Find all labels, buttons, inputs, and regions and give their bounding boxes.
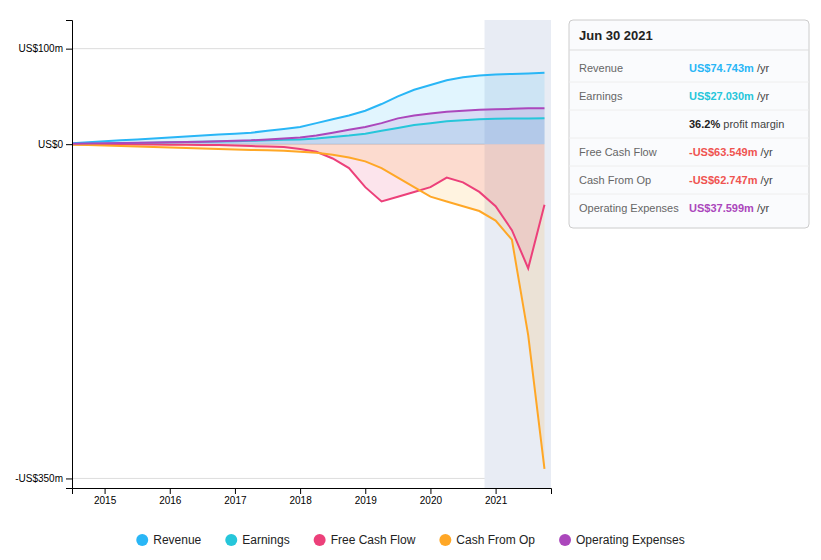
axis-line <box>66 21 73 489</box>
tooltip-suffix: profit margin <box>720 118 784 130</box>
divider <box>569 110 809 111</box>
tick-mark <box>66 478 72 479</box>
divider <box>569 82 809 83</box>
tick: 2017 <box>224 488 247 506</box>
legend-swatch <box>136 534 148 546</box>
tick-label: 2021 <box>485 495 508 506</box>
tooltip-value: US$37.599m <box>689 202 754 214</box>
tick-label: US$100m <box>19 43 63 54</box>
tooltip-value-line: -US$63.549m /yr <box>689 146 773 158</box>
tick: 2015 <box>94 488 117 506</box>
y-axis: US$100m US$0 -US$350m <box>15 21 72 489</box>
line <box>72 73 544 143</box>
tick-mark <box>496 488 497 494</box>
tooltip-title: Jun 30 2021 <box>579 28 653 43</box>
tick: 2016 <box>159 488 182 506</box>
legend-swatch <box>439 534 451 546</box>
tick-mark <box>235 488 236 494</box>
tick-label: 2020 <box>420 495 443 506</box>
legend-label: Cash From Op <box>456 533 535 547</box>
tick-label: 2016 <box>159 495 182 506</box>
line <box>72 118 544 144</box>
divider <box>569 50 809 51</box>
legend-swatch <box>559 534 571 546</box>
tick-mark <box>170 488 171 494</box>
grid-line <box>72 478 551 479</box>
legend-item: Cash From Op <box>439 533 535 547</box>
tick: US$0 <box>38 139 72 150</box>
line <box>72 108 544 143</box>
legend-item: Revenue <box>136 533 201 547</box>
tooltip-label: Cash From Op <box>579 174 651 186</box>
tooltip-label: Free Cash Flow <box>579 146 657 158</box>
tick-mark <box>430 488 431 494</box>
tick: 2018 <box>289 488 312 506</box>
grid <box>72 49 551 479</box>
tooltip-value-line: US$27.030m /yr <box>689 90 769 102</box>
tooltip-suffix: /yr <box>758 146 774 158</box>
axis-line <box>73 489 552 495</box>
tooltip-suffix: /yr <box>754 62 770 74</box>
tick-mark <box>66 144 72 145</box>
legend-item: Free Cash Flow <box>314 533 416 547</box>
chart: 2015 2016 2017 2018 2019 2020 2021 US$100m US$0 -… <box>0 0 821 560</box>
tick-mark <box>300 488 301 494</box>
legend: Revenue Earnings Free Cash Flow Cash From O… <box>136 533 685 547</box>
area <box>72 73 544 144</box>
tick-mark <box>365 488 366 494</box>
tooltip-label: Earnings <box>579 90 623 102</box>
legend-item: Earnings <box>225 533 289 547</box>
tooltip-value: -US$62.747m <box>689 174 758 186</box>
tick-label: 2015 <box>94 495 117 506</box>
legend-swatch <box>225 534 237 546</box>
tick: 2020 <box>420 488 443 506</box>
legend-label: Earnings <box>242 533 289 547</box>
tick-label: US$0 <box>38 139 63 150</box>
tooltip-value-line: US$74.743m /yr <box>689 62 769 74</box>
tooltip-box <box>569 20 809 228</box>
tooltip-value-line: US$37.599m /yr <box>689 202 769 214</box>
tick-mark <box>66 49 72 50</box>
legend-label: Revenue <box>153 533 201 547</box>
tick: US$100m <box>19 43 72 54</box>
area <box>72 144 544 469</box>
tooltip-value: -US$63.549m <box>689 146 758 158</box>
divider <box>569 194 809 195</box>
grid-line <box>72 48 551 49</box>
tooltip-value-line: 36.2% profit margin <box>689 118 784 130</box>
tick: 2019 <box>355 488 378 506</box>
tick-label: 2017 <box>224 495 247 506</box>
line <box>72 144 544 268</box>
tooltip-value: US$27.030m <box>689 90 754 102</box>
tooltip-value-line: -US$62.747m /yr <box>689 174 773 186</box>
tooltip: Jun 30 2021 Revenue US$74.743m /yr Earnings… <box>569 20 809 228</box>
tooltip-value: US$74.743m <box>689 62 754 74</box>
tooltip-value: 36.2% <box>689 118 720 130</box>
tick-mark <box>105 488 106 494</box>
tooltip-label: Revenue <box>579 62 623 74</box>
marks <box>72 20 551 488</box>
legend-label: Operating Expenses <box>576 533 685 547</box>
tooltip-suffix: /yr <box>754 90 770 102</box>
x-axis: 2015 2016 2017 2018 2019 2020 2021 <box>73 488 552 506</box>
plot: 2015 2016 2017 2018 2019 2020 2021 US$100m US$0 -… <box>15 20 551 506</box>
tick-label: 2019 <box>355 495 378 506</box>
legend-label: Free Cash Flow <box>331 533 416 547</box>
tick-label: -US$350m <box>15 473 63 484</box>
tick: -US$350m <box>15 473 72 484</box>
tick: 2021 <box>485 488 508 506</box>
tick-label: 2018 <box>289 495 312 506</box>
tooltip-suffix: /yr <box>754 202 770 214</box>
divider <box>569 138 809 139</box>
tooltip-suffix: /yr <box>758 174 774 186</box>
divider <box>569 166 809 167</box>
tooltip-label: Operating Expenses <box>579 202 679 214</box>
line <box>72 145 544 469</box>
legend-item: Operating Expenses <box>559 533 685 547</box>
legend-swatch <box>314 534 326 546</box>
